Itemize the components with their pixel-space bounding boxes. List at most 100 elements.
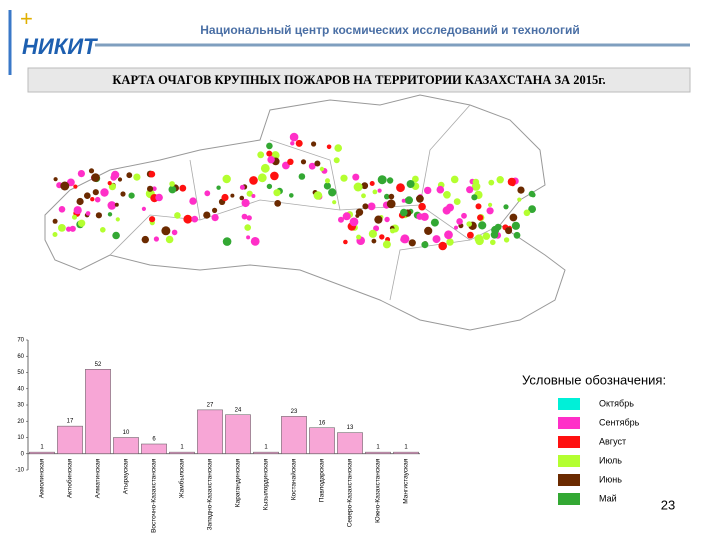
x-tick-label: Южно-Казахстанская (375, 458, 382, 523)
logo-star: + (20, 6, 33, 31)
fire-dot (289, 132, 299, 142)
title-box (27, 67, 691, 93)
fire-dot (323, 182, 331, 190)
fire-dot (386, 199, 396, 209)
fire-dot (251, 194, 256, 198)
fire-dot (161, 226, 171, 236)
fire-dot (474, 234, 484, 244)
bar (225, 414, 251, 454)
fire-dot (368, 229, 377, 238)
value-label: 1 (404, 445, 408, 451)
fire-dot (432, 235, 441, 244)
fire-dot (430, 218, 439, 227)
fire-dot (382, 240, 391, 249)
fire-dot (120, 191, 126, 197)
fire-dot (326, 144, 332, 150)
fire-dot (379, 234, 385, 240)
fire-dot (482, 232, 491, 240)
x-tick-label: Алматинская (95, 458, 102, 498)
fire-dot (58, 224, 66, 232)
legend-label: Июль (599, 455, 622, 465)
fire-dot (250, 237, 260, 246)
bar (393, 451, 419, 454)
x-tick-label: Кызылординская (263, 458, 270, 510)
fire-dot (319, 166, 325, 172)
value-label: 24 (235, 407, 242, 413)
title: КАРТА ОЧАГОВ КРУПНЫХ ПОЖАРОВ НА ТЕРРИТОР… (112, 73, 605, 87)
bar (309, 427, 335, 454)
fire-dot (141, 235, 149, 244)
legend-label: Октябрь (599, 398, 634, 408)
fire-dot (325, 178, 330, 184)
fire-dot (290, 141, 295, 146)
fire-dot (246, 190, 253, 197)
fire-dot (212, 207, 218, 213)
fire-dot (77, 219, 86, 227)
fire-dot (267, 156, 275, 164)
fire-dot (298, 173, 306, 180)
bar (85, 369, 111, 454)
fire-dot (141, 206, 146, 211)
fire-dot (333, 157, 340, 164)
fire-dot (377, 175, 387, 185)
fire-dot (289, 193, 294, 198)
fire-dot (362, 203, 369, 210)
value-label: 13 (347, 425, 354, 431)
fire-dot (420, 212, 429, 221)
legend: Октябрь Сентябрь Август Июль Июнь Май (558, 398, 640, 505)
bar (337, 432, 363, 454)
fire-dot (91, 173, 100, 182)
x-tick-label: Павлодарская (319, 458, 326, 502)
fire-dot (222, 237, 232, 246)
bar (29, 451, 55, 454)
fire-dot (486, 207, 494, 215)
fire-dot (396, 183, 405, 193)
fire-dot (179, 184, 187, 192)
fire-dot (308, 162, 316, 170)
fire-dot (400, 208, 408, 217)
fire-dot (117, 177, 123, 182)
y-tick-label: 50 (17, 370, 24, 376)
fire-dot (361, 182, 369, 190)
fire-dot (424, 226, 433, 235)
fire-dot (183, 214, 193, 224)
x-tick-label: Костанайская (290, 458, 298, 500)
x-tick-label: Восточно-Казахстанская (151, 458, 158, 533)
value-label: 52 (95, 362, 102, 368)
fire-dot (266, 183, 273, 190)
fire-dot (374, 215, 383, 224)
fire-dot (412, 175, 419, 183)
fire-dot (405, 196, 413, 205)
fire-dot (270, 171, 279, 181)
fire-dot (174, 212, 181, 219)
fire-dot (94, 196, 101, 203)
fire-dot (53, 177, 58, 182)
fire-dot (107, 201, 117, 210)
fire-dot (466, 221, 473, 227)
fire-dot (388, 193, 395, 200)
fire-dot (110, 174, 117, 181)
fire-dot (153, 236, 159, 242)
fire-dot (517, 197, 522, 202)
fire-dot (77, 170, 85, 178)
legend-label: Июнь (599, 474, 622, 484)
fire-dot (384, 216, 390, 223)
fire-dot (114, 202, 119, 207)
legend-swatch (558, 493, 580, 505)
fire-dot (390, 228, 396, 234)
fire-dot (241, 213, 248, 220)
fire-dot (361, 193, 366, 199)
fire-dot (168, 185, 177, 194)
fire-dot (450, 175, 459, 184)
fire-dot (249, 176, 258, 185)
fire-dot (169, 181, 175, 187)
fire-dot (73, 184, 78, 189)
fire-dot (222, 174, 231, 184)
fire-dot (491, 225, 500, 235)
bar (197, 409, 223, 454)
fire-dot (165, 235, 174, 244)
fire-dot (148, 170, 156, 178)
map (44, 94, 566, 331)
fire-dot (356, 234, 362, 240)
